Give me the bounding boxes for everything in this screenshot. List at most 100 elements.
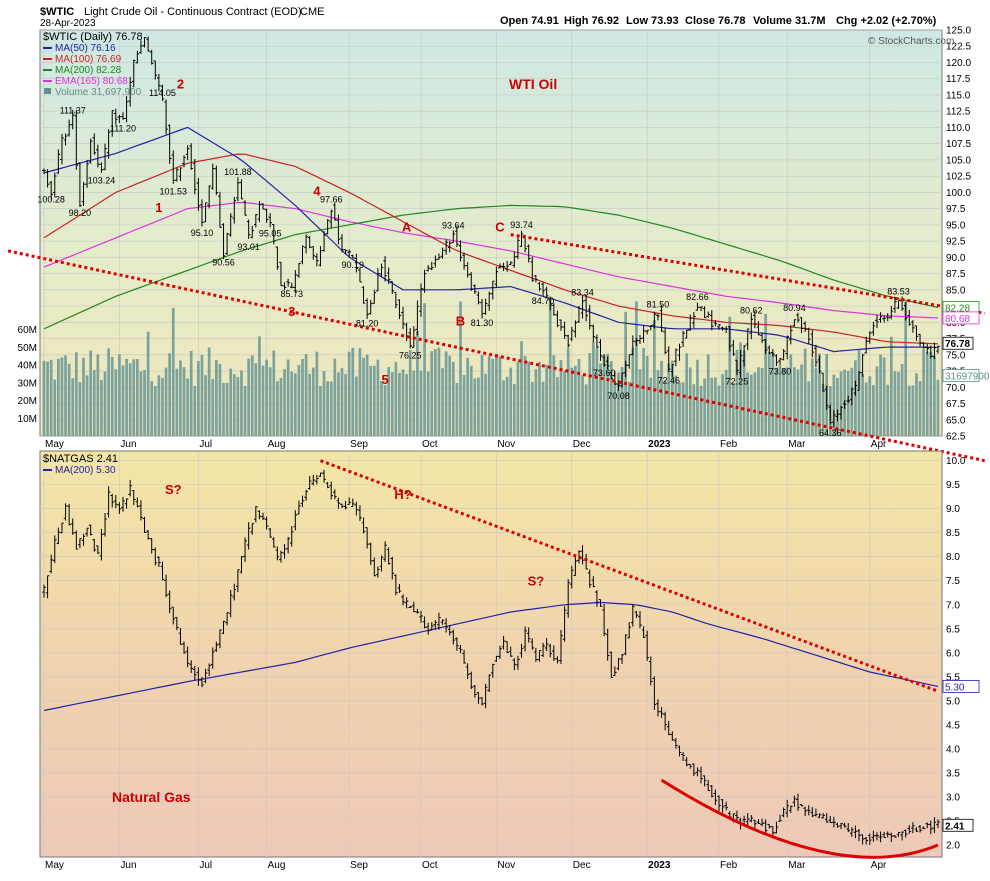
price-bar — [264, 516, 269, 530]
volume-bar — [574, 365, 577, 436]
x-tick-label: Apr — [871, 439, 887, 450]
y-tick-label: 8.5 — [946, 528, 960, 539]
price-bar — [455, 637, 459, 651]
volume-bar — [703, 378, 706, 436]
volume-bar — [864, 382, 868, 436]
volume-tick-label: 60M — [18, 325, 37, 336]
price-bar — [666, 720, 671, 736]
price-bar — [271, 537, 276, 548]
volume-bar — [904, 301, 908, 436]
volume-bar — [936, 379, 940, 436]
price-annotation: 84.70 — [532, 296, 555, 306]
x-tick-label: Aug — [268, 860, 286, 871]
volume-bar — [434, 349, 437, 436]
gas-legend: $NATGAS 2.41 MA(200) 5.30 — [43, 453, 118, 476]
price-bar — [336, 214, 341, 245]
price-bar — [333, 203, 337, 221]
price-bar — [221, 620, 226, 634]
price-bar — [160, 84, 165, 102]
header-exchange: CME — [300, 6, 324, 18]
y-tick-label: 107.5 — [946, 139, 971, 150]
wave-label: S? — [165, 482, 182, 497]
x-tick-label: May — [45, 439, 64, 450]
price-bar — [340, 503, 344, 508]
volume-bar — [487, 356, 491, 436]
y-tick-label: 67.5 — [946, 399, 966, 410]
price-bar — [537, 649, 542, 662]
price-bar — [214, 641, 219, 652]
volume-bar — [261, 365, 265, 436]
volume-bar — [915, 373, 918, 436]
price-bar — [530, 638, 535, 650]
header-date: 28-Apr-2023 — [40, 18, 96, 29]
price-bar — [911, 822, 915, 834]
volume-bar — [74, 352, 78, 436]
price-bar — [340, 234, 344, 253]
price-bar — [749, 814, 754, 823]
price-bar — [422, 269, 427, 293]
price-bar — [771, 348, 775, 357]
price-bar — [638, 610, 642, 629]
price-bar — [300, 245, 305, 265]
price-bar — [257, 510, 262, 520]
price-bar — [616, 657, 621, 671]
price-bar — [605, 356, 610, 370]
price-bar — [763, 819, 768, 833]
price-bar — [368, 542, 373, 566]
volume-bar — [182, 367, 186, 436]
price-bar — [918, 825, 922, 833]
price-bar — [929, 345, 933, 359]
price-bar — [817, 813, 822, 819]
price-bar — [455, 226, 459, 248]
price-bar — [74, 530, 79, 550]
price-bar — [81, 533, 86, 546]
volume-bar — [911, 385, 915, 436]
price-annotation: 72.46 — [657, 375, 680, 385]
volume-bar — [308, 373, 312, 436]
price-bar — [164, 99, 168, 135]
volume-bar — [552, 355, 556, 436]
x-tick-label: Mar — [788, 860, 806, 871]
price-bar — [440, 619, 445, 625]
price-bar — [146, 36, 150, 52]
price-bar — [727, 326, 732, 352]
volume-bar — [380, 381, 383, 436]
price-bar — [85, 160, 89, 188]
price-bar — [516, 655, 520, 670]
price-bar — [720, 799, 725, 813]
volume-bar — [520, 341, 523, 436]
price-bar — [623, 360, 628, 378]
volume-bar — [771, 352, 775, 436]
price-bar — [465, 262, 470, 278]
price-bar — [135, 497, 140, 508]
wave-label: 2 — [177, 76, 184, 91]
price-bar — [106, 486, 111, 518]
price-bar — [189, 143, 194, 170]
price-annotation: 80.62 — [740, 305, 763, 315]
price-bar — [519, 230, 524, 247]
price-bar — [293, 270, 298, 294]
price-bar — [103, 143, 107, 171]
volume-bar — [118, 354, 121, 436]
price-annotation: 85.73 — [280, 289, 303, 299]
price-bar — [907, 825, 912, 834]
price-annotation: 90.56 — [212, 258, 235, 268]
gas-title: Natural Gas — [112, 789, 191, 805]
price-bar — [792, 319, 797, 327]
volume-bar — [258, 336, 261, 436]
price-bar — [932, 342, 937, 360]
price-bar — [207, 663, 211, 677]
price-bar — [552, 303, 556, 316]
y-tick-label: 65.0 — [946, 415, 966, 426]
price-bar — [882, 831, 886, 838]
volume-bar — [717, 385, 721, 436]
price-bar — [781, 348, 786, 361]
price-bar — [587, 569, 592, 588]
y-tick-label: 85.0 — [946, 285, 966, 296]
price-bar — [885, 313, 890, 322]
price-bar — [433, 620, 438, 631]
volume-bar — [495, 353, 498, 436]
price-bar — [699, 766, 703, 784]
price-bar — [537, 282, 542, 292]
price-bar — [501, 635, 506, 650]
